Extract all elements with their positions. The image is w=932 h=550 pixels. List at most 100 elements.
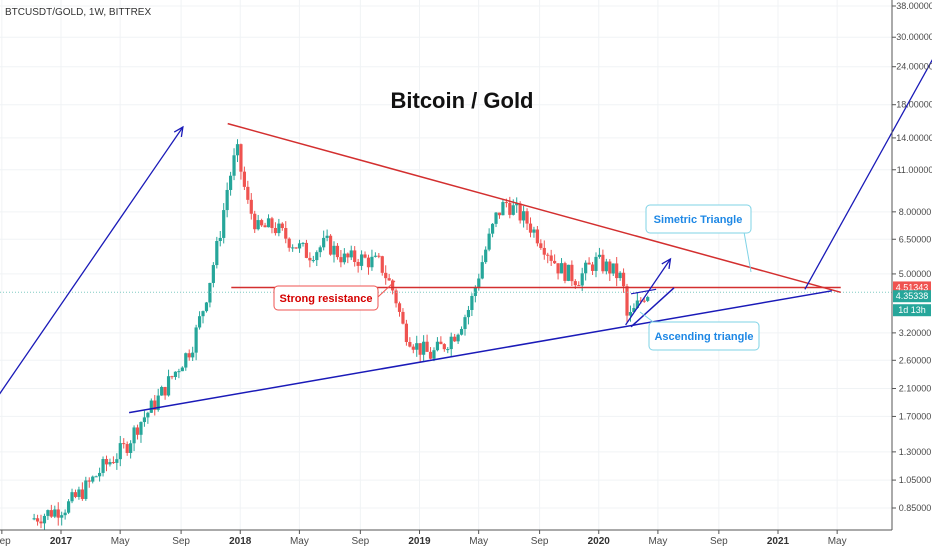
- y-tick-label: 38.00000: [896, 1, 932, 11]
- candle-body: [590, 264, 595, 271]
- candle-body: [418, 343, 422, 355]
- candle-body: [101, 459, 105, 473]
- candle-body: [284, 228, 288, 239]
- y-tick-label: 0.85000: [899, 503, 932, 513]
- candle-body: [315, 252, 319, 261]
- candle-body: [256, 220, 260, 230]
- candle-body: [266, 218, 271, 228]
- candle-body: [573, 281, 577, 286]
- callout-ascending-triangle-label: Ascending triangle: [654, 331, 753, 343]
- candle-body: [363, 254, 367, 258]
- candle-body: [187, 353, 191, 358]
- candle-body: [308, 257, 312, 261]
- x-tick-label: 2018: [229, 536, 252, 547]
- symbol-label: BTCUSDT/GOLD, 1W, BITTREX: [5, 7, 151, 18]
- candle-body: [490, 223, 495, 234]
- candle-body: [328, 235, 333, 255]
- x-tick-label: May: [469, 536, 488, 547]
- candle-body: [294, 247, 298, 249]
- candle-body: [411, 346, 415, 350]
- candle-body: [228, 175, 233, 190]
- candle-body: [46, 510, 50, 516]
- candle-body: [401, 311, 405, 324]
- candle-body: [322, 237, 326, 248]
- candle-body: [77, 489, 81, 497]
- candle-body: [508, 202, 512, 215]
- candle-body: [639, 300, 643, 302]
- candle-body: [122, 443, 126, 445]
- candle-body: [480, 262, 484, 279]
- candle-body: [35, 518, 40, 522]
- arrow-1-head: [173, 125, 184, 138]
- candle-body: [108, 462, 112, 465]
- candle-body: [397, 303, 402, 312]
- candle-body: [525, 211, 529, 224]
- candle-body: [218, 237, 222, 242]
- callout-simetric-triangle-label: Simetric Triangle: [654, 214, 743, 226]
- candle-body: [494, 212, 498, 224]
- candle-body: [408, 341, 412, 347]
- candle-body: [456, 334, 460, 342]
- candle-body: [442, 344, 446, 350]
- price-label-text: 4.35338: [896, 291, 929, 301]
- candle-body: [80, 489, 84, 499]
- candle-body: [473, 287, 477, 297]
- candle-body: [353, 250, 357, 262]
- y-tick-label: 1.30000: [899, 447, 932, 457]
- candle-body: [566, 264, 571, 281]
- candle-body: [484, 249, 488, 263]
- callout-simetric-triangle: Simetric Triangle: [645, 204, 752, 273]
- candle-body: [142, 417, 147, 423]
- candle-body: [501, 202, 505, 216]
- y-tick-label: 30.00000: [896, 32, 932, 42]
- candle-body: [53, 509, 57, 517]
- candle-body: [149, 400, 153, 413]
- candles-layer: [32, 139, 650, 530]
- candle-body: [387, 278, 391, 281]
- candle-body: [39, 521, 43, 524]
- candle-body: [346, 253, 350, 258]
- y-axis[interactable]: 38.00000 30.00000 24.00000 18.00000 14.00000…: [892, 1, 932, 513]
- candle-body: [253, 213, 257, 230]
- grid: [0, 0, 892, 530]
- x-axis[interactable]: Sep 2017 May Sep 2018 May Sep 2019 May Sep 2020 May…: [0, 530, 847, 547]
- price-label-box: [893, 290, 931, 303]
- candle-body: [597, 254, 602, 257]
- candle-body: [132, 427, 136, 444]
- x-tick-label: May: [290, 536, 309, 547]
- candle-body: [260, 220, 264, 226]
- candle-body: [332, 245, 336, 255]
- candle-body: [504, 202, 508, 204]
- y-tick-label: 5.00000: [899, 269, 932, 279]
- candle-body: [239, 144, 243, 172]
- arrow-2-shaft: [625, 258, 671, 326]
- candle-body: [542, 247, 546, 255]
- y-tick-label: 18.00000: [896, 100, 932, 110]
- candle-body: [118, 443, 122, 460]
- candle-body: [349, 250, 353, 258]
- candle-body: [611, 263, 615, 274]
- candle-body: [211, 265, 215, 283]
- candle-body: [173, 371, 178, 378]
- candle-body: [435, 341, 440, 351]
- candle-body: [42, 515, 47, 524]
- candle-body: [642, 300, 646, 302]
- trendline-ascending: [128, 290, 832, 414]
- x-tick-label: 2017: [50, 536, 73, 547]
- arrow-3-shaft: [804, 59, 932, 290]
- candle-body: [366, 257, 371, 268]
- candle-body: [91, 476, 95, 482]
- y-tick-label: 11.00000: [897, 165, 932, 175]
- candle-body: [160, 386, 164, 396]
- candle-body: [63, 512, 67, 516]
- candle-body: [98, 472, 102, 477]
- candle-body: [191, 352, 195, 358]
- candle-body: [608, 261, 612, 274]
- candle-body: [425, 341, 429, 352]
- x-tick-label: Sep: [172, 536, 190, 547]
- candle-body: [104, 459, 109, 465]
- candle-body: [559, 263, 564, 274]
